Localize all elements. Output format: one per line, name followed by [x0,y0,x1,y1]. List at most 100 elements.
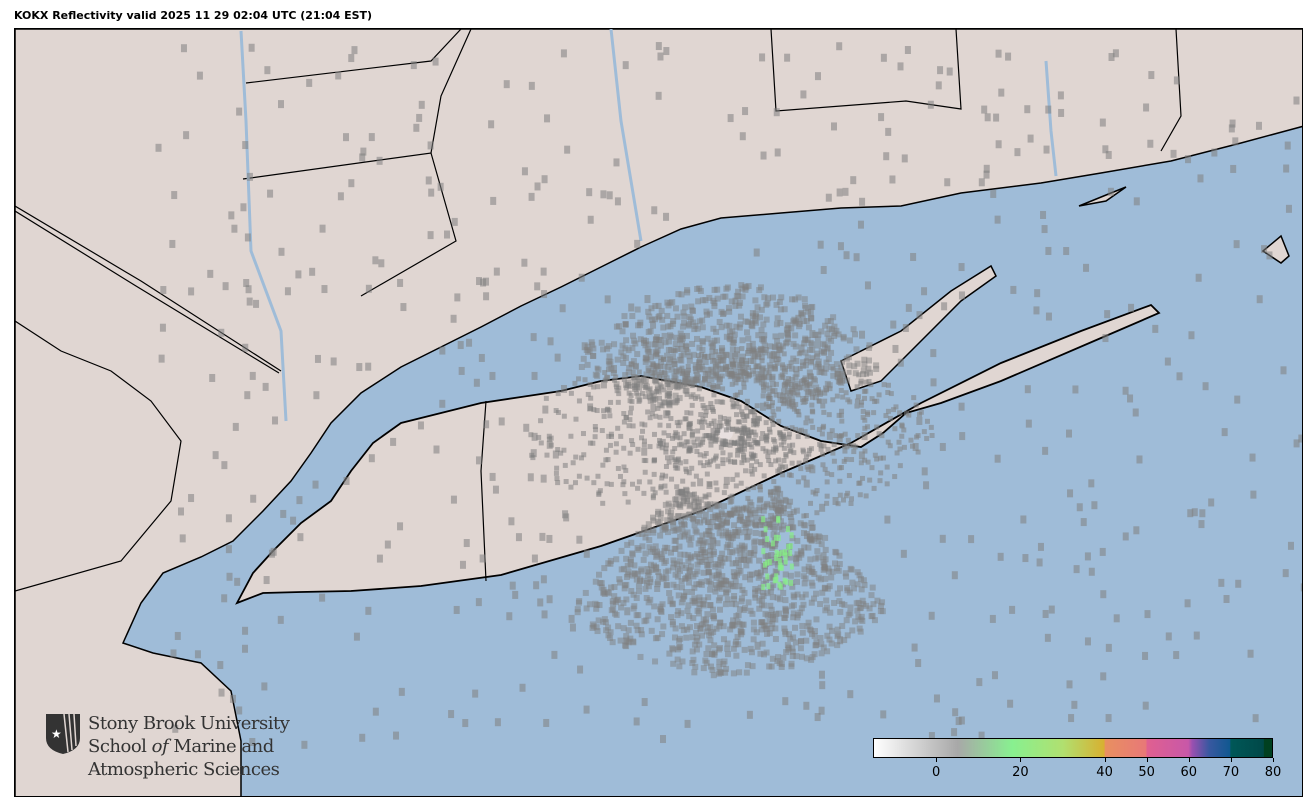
radar-echo [1208,498,1215,507]
radar-echo [820,265,827,274]
radar-echo [897,410,903,416]
radar-echo [737,567,744,574]
radar-echo [689,634,696,641]
radar-echo [727,452,733,458]
radar-echo [563,479,569,485]
radar-echo [734,633,741,640]
radar-echo [670,449,676,455]
radar-echo [760,151,767,160]
radar-echo [802,429,808,435]
radar-echo [672,571,679,578]
radar-echo [706,481,713,490]
radar-echo [808,418,814,424]
radar-echo [905,303,912,312]
radar-echo [761,548,766,555]
radar-echo [1250,490,1257,499]
radar-echo [885,382,891,388]
radar-echo [762,537,769,544]
radar-echo [1122,386,1129,395]
radar-echo [679,371,685,377]
radar-echo [777,518,784,525]
radar-echo [805,563,812,570]
radar-echo [400,303,407,312]
radar-echo [814,488,820,494]
radar-echo [647,328,654,335]
radar-echo [719,550,726,557]
radar-echo [840,359,846,365]
radar-echo [620,599,627,606]
radar-echo [1228,124,1235,133]
radar-echo [706,528,713,535]
radar-echo [665,363,672,370]
radar-echo [844,377,851,384]
radar-echo [672,392,679,399]
radar-echo [804,623,811,630]
radar-echo [897,62,904,71]
radar-echo [417,421,424,430]
radar-echo [628,539,635,546]
radar-echo [604,375,611,382]
radar-echo [732,297,739,304]
radar-echo [1025,419,1032,428]
radar-echo [365,362,372,371]
radar-echo [750,619,757,626]
radar-echo [267,189,274,198]
radar-echo [686,422,693,431]
radar-echo [597,580,604,587]
radar-echo [171,191,178,200]
radar-map[interactable] [14,28,1303,797]
radar-echo [668,614,675,621]
radar-echo [634,351,641,358]
radar-echo [815,331,822,338]
radar-echo [707,624,714,631]
radar-echo [663,464,669,470]
radar-echo [700,416,706,422]
radar-echo [811,628,818,635]
radar-echo [855,599,862,606]
radar-echo [761,651,768,658]
radar-echo [714,361,721,368]
radar-echo [664,352,671,359]
radar-echo [796,323,803,330]
radar-echo [802,458,808,464]
radar-echo [685,511,692,518]
radar-echo [854,403,860,409]
radar-echo [554,353,561,362]
radar-echo [746,433,752,439]
radar-echo [636,369,642,375]
radar-echo [397,278,404,287]
radar-echo [695,428,701,434]
radar-echo [804,336,811,343]
radar-echo [915,659,922,668]
radar-echo [642,585,649,592]
radar-echo [694,568,701,575]
radar-echo [754,403,760,409]
radar-echo [593,624,600,631]
radar-echo [607,442,613,448]
radar-echo [506,612,513,621]
radar-echo [772,636,779,643]
radar-echo [796,460,802,466]
radar-echo [760,580,767,587]
radar-echo [826,583,833,590]
radar-echo [804,382,810,388]
radar-echo [738,357,745,364]
radar-echo [664,455,670,461]
radar-echo [909,443,915,449]
colorbar-tick [936,758,938,762]
radar-echo [750,636,757,643]
radar-echo [689,660,696,667]
radar-echo [160,286,167,295]
radar-echo [769,418,775,424]
radar-echo [448,710,455,719]
radar-echo [713,434,719,440]
radar-echo [582,377,588,383]
radar-echo [770,540,775,547]
radar-echo [494,718,501,727]
radar-echo [720,450,726,456]
radar-echo [815,358,822,365]
radar-echo [869,465,875,471]
radar-echo [655,91,662,100]
radar-echo [234,577,241,586]
radar-echo [586,601,593,608]
